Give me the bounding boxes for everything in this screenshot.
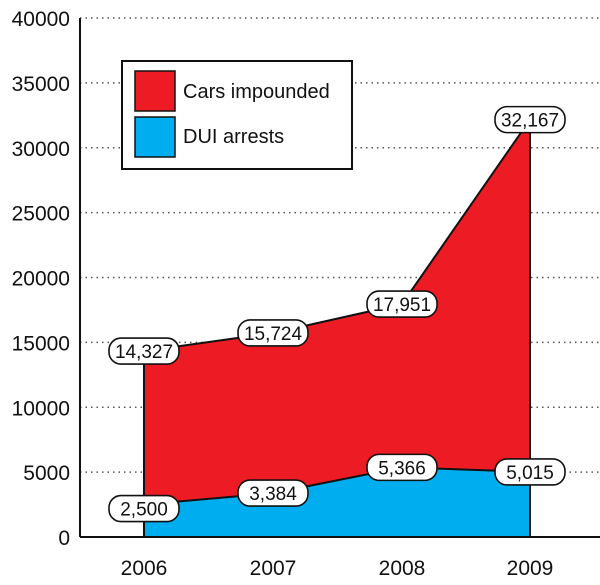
y-tick-label: 0	[58, 527, 70, 550]
legend-label-cars-impounded: Cars impounded	[183, 81, 330, 103]
legend: Cars impounded DUI arrests	[121, 60, 353, 170]
y-tick-label: 15000	[12, 332, 70, 355]
data-label-box	[108, 337, 180, 365]
data-label-text: 2,500	[120, 500, 168, 521]
data-label-box	[494, 105, 566, 134]
data-label-text: 17,951	[373, 295, 431, 316]
y-tick-label: 10000	[12, 397, 70, 420]
data-label-text: 5,015	[506, 463, 554, 484]
x-tick-label: 2006	[121, 557, 168, 580]
y-tick-label: 30000	[12, 138, 70, 161]
data-labels: 14,327 15,724 17,951 32,167 2,500 3,384 5,366 5…	[108, 105, 566, 523]
data-label-dui-arrests-2008: 5,366	[366, 453, 438, 482]
legend-swatch-dui-arrests	[134, 116, 176, 158]
x-tick-label: 2008	[379, 557, 426, 580]
x-tick-label: 2009	[507, 557, 554, 580]
data-label-box	[237, 479, 309, 507]
y-tick-label: 20000	[12, 268, 70, 291]
data-label-text: 3,384	[249, 484, 297, 505]
y-tick-label: 25000	[12, 203, 70, 226]
x-tick-label: 2007	[250, 557, 297, 580]
y-tick-label: 40000	[12, 8, 70, 31]
area-series	[143, 116, 531, 538]
data-label-text: 32,167	[501, 111, 559, 132]
legend-swatch-cars-impounded	[134, 70, 176, 112]
y-axis-tick-labels: 0 5000 10000 15000 20000 25000 30000 35000 40000	[12, 8, 70, 550]
data-label-cars-impounded-2008: 17,951	[366, 290, 438, 318]
data-label-text: 5,366	[378, 458, 426, 479]
x-axis-tick-labels: 2006 2007 2008 2009	[121, 557, 554, 580]
data-label-text: 14,327	[115, 342, 173, 363]
data-label-box	[366, 290, 438, 318]
axes	[79, 18, 600, 538]
data-label-text: 15,724	[244, 324, 303, 345]
data-label-dui-arrests-2007: 3,384	[237, 479, 309, 507]
y-tick-label: 5000	[23, 462, 70, 485]
data-label-cars-impounded-2007: 15,724	[237, 319, 309, 347]
data-label-dui-arrests-2009: 5,015	[494, 458, 566, 486]
data-label-box	[366, 453, 438, 482]
data-label-cars-impounded-2009: 32,167	[494, 105, 566, 134]
y-tick-label: 35000	[12, 73, 70, 96]
data-label-box	[108, 494, 180, 523]
data-label-box	[237, 319, 309, 347]
data-label-box	[494, 458, 566, 486]
data-label-cars-impounded-2006: 14,327	[108, 337, 180, 365]
legend-label-dui-arrests: DUI arrests	[183, 126, 284, 148]
data-label-dui-arrests-2006: 2,500	[108, 494, 180, 523]
